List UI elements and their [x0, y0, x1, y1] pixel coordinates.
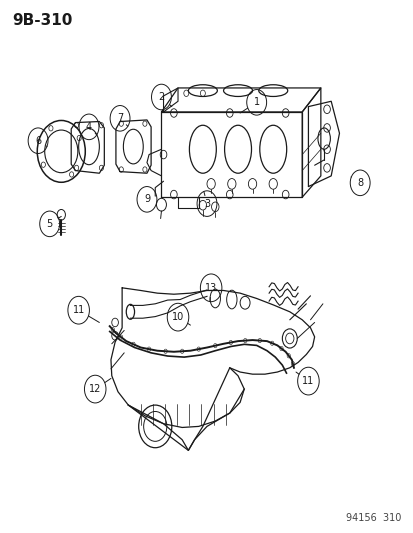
Text: 12: 12	[89, 384, 101, 394]
Text: 7: 7	[116, 114, 123, 123]
Text: 13: 13	[204, 283, 217, 293]
Text: 2: 2	[158, 92, 164, 102]
Text: 9: 9	[144, 195, 150, 204]
Text: 11: 11	[72, 305, 85, 315]
Text: 11: 11	[301, 376, 314, 386]
Text: 94156  310: 94156 310	[345, 513, 401, 523]
Text: 10: 10	[171, 312, 184, 322]
Text: 5: 5	[46, 219, 53, 229]
Text: 9B-310: 9B-310	[12, 13, 73, 28]
Text: 8: 8	[356, 178, 362, 188]
Text: 3: 3	[204, 199, 209, 208]
Text: 6: 6	[35, 136, 41, 146]
Text: 4: 4	[86, 122, 92, 132]
Text: 1: 1	[253, 98, 259, 107]
